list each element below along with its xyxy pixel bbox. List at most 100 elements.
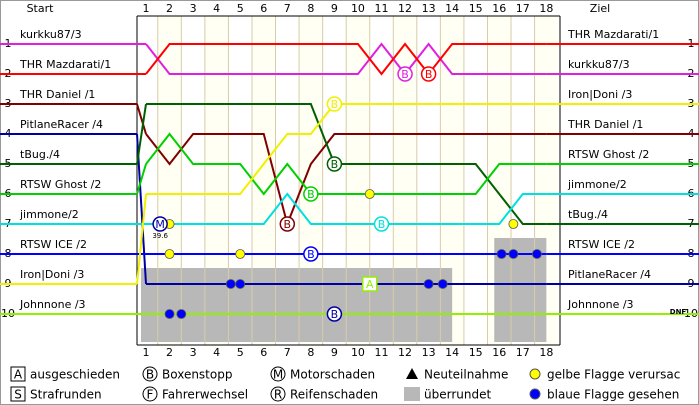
lap-label-top: 15 xyxy=(469,2,483,15)
lap-label-bottom: 4 xyxy=(213,346,220,359)
event-marker xyxy=(152,216,168,232)
lap-label-top: 12 xyxy=(398,2,412,15)
lap-label-bottom: 7 xyxy=(284,346,291,359)
event-marker xyxy=(326,306,343,322)
lap-label-bottom: 14 xyxy=(445,346,459,359)
lap-label-top: 10 xyxy=(351,2,365,15)
legend-symbol-text: B xyxy=(146,368,154,382)
lap-column xyxy=(181,16,205,345)
finish-name: kurkku87/3 xyxy=(568,58,630,71)
lap-column xyxy=(228,16,252,345)
legend-symbol-text: A xyxy=(14,368,23,382)
event-code: B xyxy=(425,68,433,81)
lap-label-bottom: 16 xyxy=(492,346,506,359)
start-name: tBug./4 xyxy=(20,148,60,161)
legend-label: blaue Flagge gesehen xyxy=(547,388,679,402)
legend-symbol xyxy=(404,387,420,401)
legend-label: Neuteilnahme xyxy=(424,368,508,382)
lapped-region xyxy=(141,268,453,342)
lap-label-bottom: 13 xyxy=(422,346,436,359)
finish-title: Ziel xyxy=(590,2,610,15)
lap-label-top: 3 xyxy=(190,2,197,15)
blue-flag xyxy=(508,249,519,259)
blue-flag xyxy=(176,309,187,319)
position-line xyxy=(145,42,547,76)
lap-label-top: 16 xyxy=(492,2,506,15)
lap-label-top: 5 xyxy=(237,2,244,15)
start-name: PitlaneRacer /4 xyxy=(20,118,103,131)
lap-label-bottom: 8 xyxy=(307,346,314,359)
finish-name: PitlaneRacer /4 xyxy=(568,268,651,281)
lap-column xyxy=(440,16,464,345)
lap-label-top: 2 xyxy=(166,2,173,15)
legend-symbol-text: M xyxy=(273,368,283,382)
blue-flag xyxy=(235,279,246,289)
lap-label-top: 4 xyxy=(213,2,220,15)
legend-label: Strafrunden xyxy=(30,388,102,402)
lap-column xyxy=(322,16,347,345)
yellow-flag xyxy=(364,189,375,199)
blue-flag xyxy=(225,279,236,289)
lap-label-top: 8 xyxy=(307,2,314,15)
blue-flag xyxy=(164,309,175,319)
lap-label-bottom: 17 xyxy=(516,346,530,359)
legend-symbol xyxy=(529,368,541,380)
event-marker xyxy=(303,246,319,262)
legend-label: Fahrerwechsel xyxy=(162,388,248,402)
start-name: RTSW Ghost /2 xyxy=(20,178,101,191)
event-code: B xyxy=(331,98,339,111)
start-link xyxy=(136,103,147,165)
event-marker xyxy=(326,156,343,172)
lap-column xyxy=(369,16,394,345)
legend-label: ausgeschieden xyxy=(30,368,120,382)
legend-symbol xyxy=(142,366,158,382)
event-code: B xyxy=(331,308,339,321)
lap-label-bottom: 1 xyxy=(143,346,150,359)
event-marker xyxy=(303,186,319,202)
finish-name: tBug./4 xyxy=(568,208,608,221)
legend-symbol-text: F xyxy=(147,388,154,402)
yellow-flag xyxy=(508,219,519,229)
yellow-flag xyxy=(164,249,175,259)
event-marker xyxy=(420,66,437,82)
finish-name: RTSW Ghost /2 xyxy=(568,148,649,161)
position-line xyxy=(146,192,547,225)
legend-label: Reifenschaden xyxy=(290,388,378,402)
lap-label-bottom: 10 xyxy=(351,346,365,359)
lap-label-bottom: 18 xyxy=(539,346,553,359)
finish-name: THR Daniel /1 xyxy=(567,118,643,131)
start-link xyxy=(136,163,147,195)
event-code: M xyxy=(155,218,165,231)
position-line xyxy=(146,103,547,195)
finish-name: RTSW ICE /2 xyxy=(568,238,635,251)
legend-symbol-text: R xyxy=(274,388,282,402)
event-code: B xyxy=(307,248,315,261)
legend-symbol xyxy=(529,388,541,400)
lap-label-top: 14 xyxy=(445,2,459,15)
start-name: THR Mazdarati/1 xyxy=(19,58,111,71)
lap-label-bottom: 6 xyxy=(260,346,267,359)
lap-label-bottom: 5 xyxy=(237,346,244,359)
start-link xyxy=(136,103,147,135)
start-name: RTSW ICE /2 xyxy=(20,238,87,251)
lap-column xyxy=(463,16,488,345)
start-name: Iron|Doni /3 xyxy=(20,268,84,281)
legend-label: Boxenstopp xyxy=(162,368,232,382)
lap-column xyxy=(299,16,323,345)
lap-label-bottom: 15 xyxy=(469,346,483,359)
finish-status: DNF xyxy=(670,308,687,316)
event-marker xyxy=(279,216,296,232)
legend-label: Motorschaden xyxy=(290,368,375,382)
blue-flag xyxy=(423,279,434,289)
legend-label: überrundet xyxy=(424,388,491,402)
legend-symbol xyxy=(270,366,286,382)
lap-label-bottom: 11 xyxy=(375,346,389,359)
yellow-flag xyxy=(235,249,246,259)
event-code: B xyxy=(331,158,339,171)
position-line xyxy=(145,42,547,76)
position-line xyxy=(145,132,547,196)
finish-name: THR Mazdarati/1 xyxy=(567,28,659,41)
legend-symbol xyxy=(10,366,26,382)
start-name: Johnnone /3 xyxy=(19,298,86,311)
lap-column xyxy=(204,16,229,345)
